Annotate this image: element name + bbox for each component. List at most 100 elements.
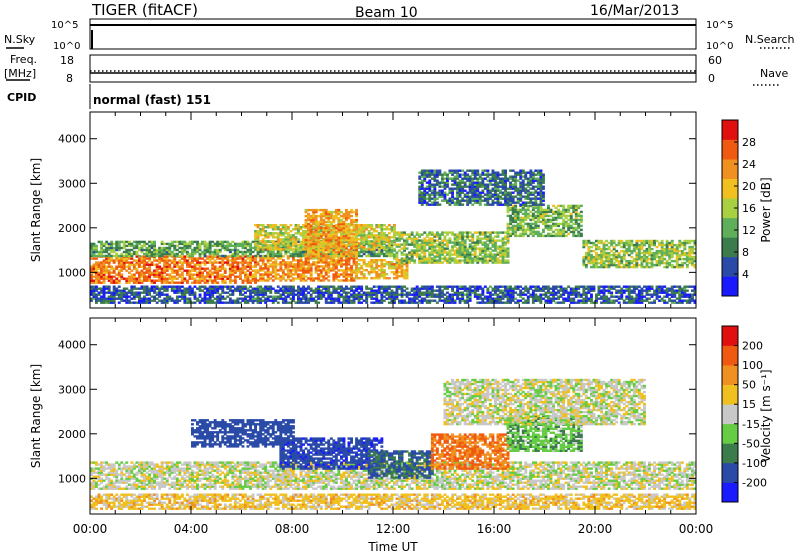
data-cell	[322, 232, 326, 236]
data-cell	[170, 252, 174, 256]
data-cell	[317, 255, 321, 258]
data-cell	[549, 208, 553, 212]
data-cell	[494, 247, 497, 250]
data-cell	[322, 257, 326, 260]
data-cell	[158, 267, 162, 270]
data-cell	[226, 240, 230, 244]
data-cell	[297, 289, 300, 292]
data-cell	[196, 242, 199, 246]
data-cell	[294, 254, 298, 258]
data-cell	[107, 285, 111, 288]
data-cell	[218, 254, 222, 258]
data-cell	[446, 259, 449, 262]
data-cell	[163, 301, 167, 304]
data-cell	[307, 208, 310, 212]
data-cell	[170, 275, 174, 278]
data-cell	[562, 212, 566, 216]
data-cell	[143, 289, 146, 292]
data-cell	[488, 247, 492, 250]
data-cell	[347, 299, 351, 302]
data-cell	[398, 239, 401, 242]
data-cell	[617, 263, 621, 267]
data-cell	[600, 261, 603, 265]
data-cell	[345, 236, 348, 240]
data-cell	[332, 285, 336, 288]
data-cell	[92, 257, 96, 260]
data-cell	[441, 257, 444, 260]
data-cell	[643, 241, 646, 245]
data-cell	[514, 220, 518, 224]
data-cell	[319, 241, 323, 244]
data-cell	[289, 230, 293, 233]
data-cell	[314, 245, 318, 248]
data-cell	[143, 287, 146, 290]
data-cell	[304, 210, 308, 214]
data-cell	[302, 285, 305, 288]
data-cell	[453, 253, 457, 256]
data-cell	[211, 267, 215, 270]
data-cell	[145, 277, 149, 280]
data-cell	[211, 279, 215, 282]
data-cell	[183, 295, 187, 298]
data-cell	[334, 291, 338, 294]
data-cell	[201, 299, 204, 302]
data-cell	[246, 277, 250, 280]
data-cell	[143, 240, 146, 244]
data-cell	[261, 242, 265, 245]
data-cell	[183, 277, 187, 280]
data-cell	[370, 242, 374, 245]
data-cell	[334, 297, 338, 300]
data-cell	[239, 289, 242, 292]
data-cell	[567, 222, 571, 226]
data-cell	[307, 249, 310, 252]
data-cell	[110, 248, 114, 252]
data-cell	[186, 269, 189, 272]
data-cell	[183, 301, 187, 304]
data-cell	[168, 265, 172, 268]
data-cell	[511, 228, 515, 232]
data-cell	[355, 234, 358, 237]
data-cell	[362, 246, 366, 249]
data-cell	[97, 240, 101, 244]
data-cell	[231, 293, 235, 296]
data-cell	[180, 289, 184, 292]
data-cell	[377, 254, 381, 258]
data-cell	[261, 238, 265, 241]
data-cell	[153, 259, 156, 262]
data-cell	[175, 277, 179, 280]
data-cell	[180, 250, 184, 254]
data-cell	[345, 208, 348, 212]
data-cell	[534, 224, 538, 228]
data-cell	[557, 214, 560, 218]
data-cell	[264, 273, 268, 276]
data-cell	[100, 299, 103, 302]
data-cell	[130, 277, 134, 280]
data-cell	[488, 251, 492, 254]
data-cell	[256, 269, 260, 272]
data-cell	[340, 239, 343, 242]
data-cell	[107, 299, 111, 302]
data-cell	[607, 263, 611, 267]
data-cell	[483, 235, 487, 238]
data-cell	[688, 249, 692, 253]
data-cell	[355, 285, 358, 288]
data-cell	[165, 265, 169, 268]
data-cell	[496, 239, 500, 242]
data-cell	[390, 289, 394, 292]
data-cell	[281, 228, 285, 231]
data-cell	[254, 240, 257, 244]
data-cell	[112, 295, 116, 298]
data-cell	[496, 253, 500, 256]
data-cell	[382, 240, 386, 244]
data-cell	[509, 220, 513, 224]
data-cell	[516, 226, 520, 230]
data-cell	[188, 244, 192, 248]
data-cell	[274, 242, 278, 245]
data-cell	[307, 267, 310, 270]
data-cell	[304, 218, 308, 222]
data-cell	[309, 255, 313, 258]
data-cell	[514, 218, 518, 222]
data-cell	[324, 269, 328, 272]
data-cell	[244, 279, 247, 282]
data-cell	[297, 240, 300, 244]
